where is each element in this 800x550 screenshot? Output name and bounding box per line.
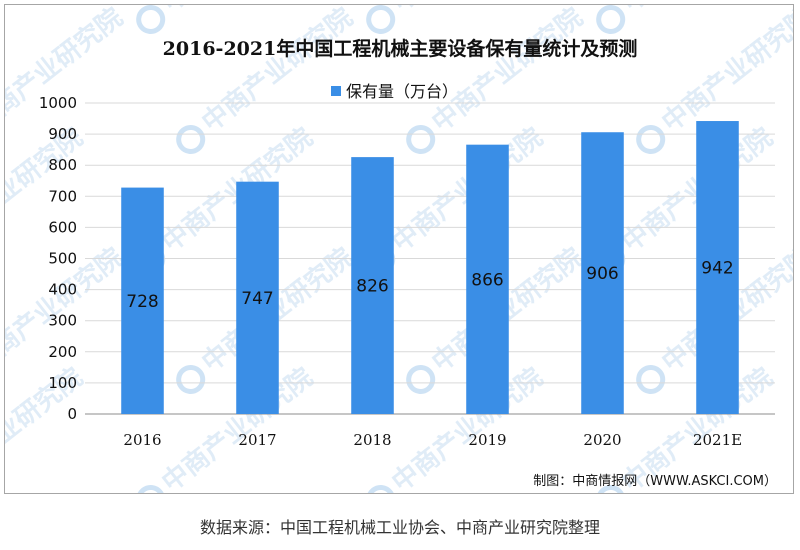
data-label: 866 xyxy=(471,270,503,290)
bar xyxy=(696,121,739,415)
gridlines xyxy=(85,102,775,415)
data-label: 747 xyxy=(241,289,273,309)
y-tick-label: 400 xyxy=(48,281,77,299)
data-labels: 728 747 826 866 906 942 xyxy=(126,259,733,312)
bar xyxy=(466,144,509,414)
y-tick-label: 0 xyxy=(67,405,77,423)
x-tick-label: 2017 xyxy=(238,431,276,449)
data-label: 942 xyxy=(701,259,733,279)
x-tick-label: 2018 xyxy=(353,431,391,449)
data-label: 906 xyxy=(586,264,618,284)
x-tick-label: 2020 xyxy=(583,431,621,449)
x-tick-label: 2021E xyxy=(693,431,742,449)
legend: 保有量（万台） xyxy=(331,82,458,101)
y-tick-label: 500 xyxy=(48,250,77,268)
bars xyxy=(121,121,739,415)
data-source-note: 数据来源：中国工程机械工业协会、中商产业研究院整理 xyxy=(199,518,600,537)
bar xyxy=(351,157,394,414)
legend-swatch xyxy=(331,86,341,96)
y-tick-label: 1000 xyxy=(39,94,77,112)
y-axis-ticks: 0 100 200 300 400 500 600 700 800 900 1000 xyxy=(39,94,77,423)
chart-credit: 制图：中商情报网（WWW.ASKCI.COM） xyxy=(533,474,777,489)
bar-chart: 2016-2021年中国工程机械主要设备保有量统计及预测 0 100 200 300 4… xyxy=(39,37,777,489)
y-tick-label: 300 xyxy=(48,312,77,330)
bar xyxy=(236,181,279,414)
chart-title: 2016-2021年中国工程机械主要设备保有量统计及预测 xyxy=(163,37,638,60)
y-tick-label: 800 xyxy=(48,156,77,174)
chart-frame: 中商产业研究院 中商产业研究院 中商产业研究院 中商产业研究院 中商产业研究院 中商产业研… xyxy=(4,4,794,494)
x-tick-label: 2016 xyxy=(123,431,161,449)
x-tick-label: 2019 xyxy=(468,431,506,449)
x-axis-ticks: 2016 2017 2018 2019 2020 2021E xyxy=(123,431,742,449)
legend-label: 保有量（万台） xyxy=(346,82,458,101)
data-label: 826 xyxy=(356,277,388,297)
y-tick-label: 600 xyxy=(48,218,77,236)
y-tick-label: 200 xyxy=(48,343,77,361)
bar xyxy=(581,132,624,414)
y-tick-label: 900 xyxy=(48,125,77,143)
y-tick-label: 100 xyxy=(48,374,77,392)
y-tick-label: 700 xyxy=(48,187,77,205)
bar xyxy=(121,187,164,414)
data-label: 728 xyxy=(126,292,158,312)
